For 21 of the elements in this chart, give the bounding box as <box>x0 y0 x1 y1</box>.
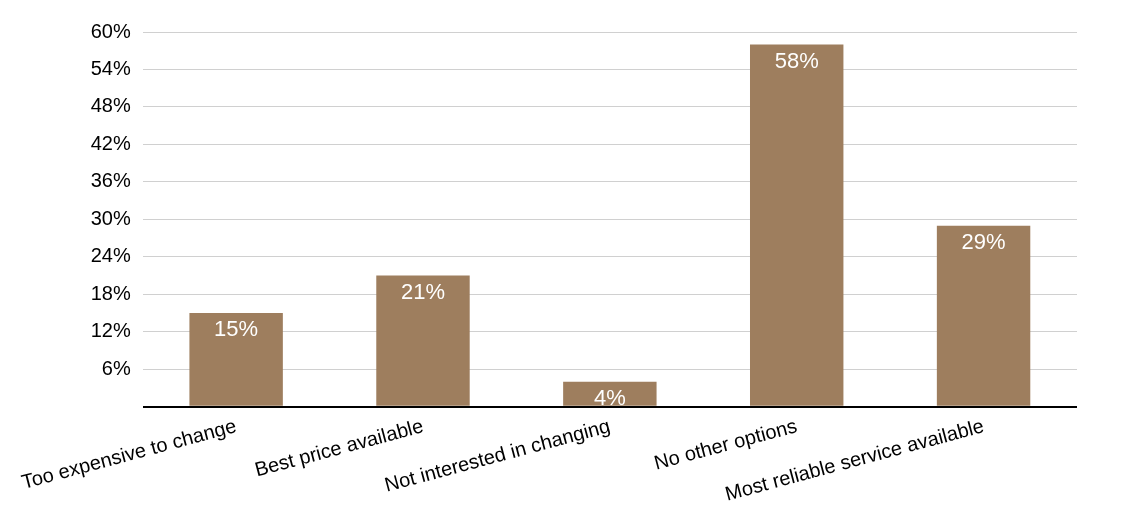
data-label: 15% <box>214 316 259 342</box>
bar <box>189 313 283 406</box>
bar <box>936 225 1031 406</box>
y-tick-label: 6% <box>101 356 131 379</box>
data-label: 29% <box>961 228 1006 254</box>
bar <box>563 381 657 406</box>
y-tick-label: 24% <box>90 244 131 267</box>
data-label: 21% <box>400 278 446 304</box>
y-tick-label: 30% <box>90 206 131 229</box>
y-tick-label: 42% <box>90 131 131 154</box>
bar <box>750 44 844 406</box>
y-tick-label: 36% <box>90 169 131 192</box>
data-label: 4% <box>593 384 626 410</box>
data-label: 58% <box>774 47 819 73</box>
x-tick-label: Too expensive to change <box>19 414 239 493</box>
y-tick-label: 18% <box>90 281 131 304</box>
y-tick-label: 54% <box>90 56 131 79</box>
y-tick-label: 12% <box>90 319 131 342</box>
y-tick-label: 60% <box>90 19 131 42</box>
y-tick-label: 48% <box>90 94 131 117</box>
bar <box>376 275 470 406</box>
